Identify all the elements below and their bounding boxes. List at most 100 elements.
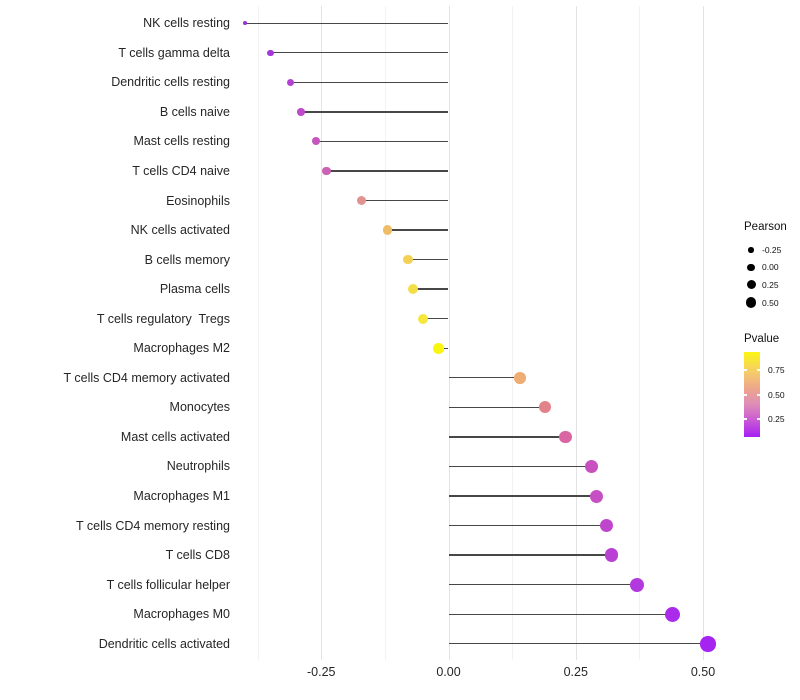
- data-point: [382, 225, 393, 235]
- data-point: [664, 606, 680, 622]
- legend-size-label: 0.25: [762, 279, 779, 290]
- legend-pvalue: Pvalue 0.75 0.50 0.25: [744, 333, 785, 437]
- lollipop-stem: [448, 613, 673, 615]
- lollipop-stem: [290, 81, 449, 83]
- y-tick-label: NK cells activated: [130, 223, 230, 238]
- y-tick-label: Macrophages M0: [133, 607, 230, 622]
- data-point: [418, 313, 429, 324]
- y-tick-label: Dendritic cells activated: [98, 636, 230, 651]
- lollipop-stem: [448, 524, 607, 527]
- x-tick-label: 0.25: [563, 665, 588, 679]
- y-tick-label: NK cells resting: [143, 16, 230, 31]
- x-tick-label: 0.00: [436, 665, 461, 679]
- y-tick-label: Macrophages M2: [133, 341, 230, 356]
- legend-pearson-item: 0.25: [744, 276, 787, 294]
- y-tick-label: Macrophages M1: [133, 489, 230, 503]
- lollipop-stem: [244, 22, 449, 24]
- data-point: [297, 108, 305, 116]
- legend-pvalue-title: Pvalue: [744, 333, 780, 345]
- legend-pvalue-label: 0.75: [768, 365, 785, 375]
- gridline-minor: [639, 6, 641, 660]
- y-tick-label: Plasma cells: [159, 282, 230, 297]
- legend-pvalue-label: 0.50: [768, 390, 785, 400]
- legend-pearson-title: Pearson: [744, 221, 787, 233]
- legend-pearson-item: 0.00: [744, 259, 787, 277]
- data-point: [559, 430, 572, 444]
- data-point: [312, 137, 321, 146]
- y-tick-label: B cells naive: [159, 104, 230, 119]
- lollipop-stem: [361, 199, 449, 202]
- y-tick-label: T cells follicular helper: [106, 577, 230, 592]
- y-tick-label: T cells CD4 memory resting: [76, 518, 230, 533]
- data-point: [584, 459, 598, 473]
- legend-size-label: 0.00: [762, 262, 779, 273]
- legend-pearson-items: -0.25 0.00 0.25 0.50: [744, 241, 787, 311]
- y-tick-label: T cells CD4 naive: [132, 163, 230, 178]
- lollipop-stem: [270, 52, 449, 54]
- gridline-minor: [512, 6, 514, 660]
- x-tick-label: 0.50: [690, 665, 716, 679]
- legend-pearson-item: 0.50: [744, 294, 787, 312]
- gridline-major: [575, 6, 577, 660]
- lollipop-stem: [423, 318, 449, 320]
- x-tick-label: -0.25: [307, 665, 336, 679]
- gradient-tick: [757, 394, 760, 396]
- y-tick-label: Eosinophils: [166, 193, 230, 208]
- lollipop-stem: [316, 140, 449, 143]
- gridline-major: [448, 6, 450, 660]
- data-point: [407, 284, 418, 295]
- data-point: [286, 78, 295, 87]
- y-tick-label: Dendritic cells resting: [111, 75, 230, 90]
- legend-size-dot: [746, 280, 756, 290]
- legend-pearson-item: -0.25: [744, 241, 787, 259]
- y-tick-label: T cells CD4 memory activated: [63, 370, 231, 385]
- y-tick-label: Monocytes: [169, 400, 230, 415]
- lollipop-stem: [448, 583, 637, 586]
- y-tick-label: T cells regulatory Tregs: [96, 311, 230, 326]
- legend-size-label: 0.50: [762, 297, 779, 308]
- y-tick-label: B cells memory: [144, 252, 230, 267]
- legend-pvalue-label: 0.25: [768, 414, 785, 424]
- lollipop-stem: [448, 465, 592, 468]
- data-point: [357, 196, 367, 205]
- data-point: [322, 166, 331, 176]
- lollipop-stem: [407, 258, 449, 261]
- lollipop-stem: [326, 170, 449, 172]
- gridline-major: [321, 6, 323, 660]
- gradient-tick: [757, 369, 760, 371]
- legend-size-label: -0.25: [762, 244, 782, 255]
- lollipop-stem: [412, 288, 449, 290]
- lollipop-stem: [448, 377, 520, 379]
- lollipop-stem: [387, 229, 449, 231]
- data-point: [433, 343, 444, 354]
- data-point: [267, 49, 274, 56]
- data-point: [599, 518, 614, 533]
- lollipop-stem: [448, 643, 709, 645]
- gradient-tick: [757, 418, 760, 420]
- data-point: [539, 401, 552, 414]
- legend-pearson: Pearson -0.25 0.00 0.25 0.50: [744, 221, 787, 311]
- gradient-tick: [744, 394, 747, 396]
- y-tick-label: Mast cells resting: [133, 134, 230, 149]
- gridline-major: [703, 6, 704, 660]
- legend-size-dot: [748, 247, 754, 253]
- pvalue-gradient-bar: [744, 352, 760, 437]
- lollipop-stem: [300, 111, 449, 113]
- data-point: [604, 548, 619, 562]
- data-point: [403, 254, 413, 265]
- y-tick-label: T cells gamma delta: [118, 45, 230, 60]
- data-point: [514, 372, 526, 384]
- lollipop-stem: [448, 406, 546, 409]
- y-tick-label: Mast cells activated: [120, 429, 230, 444]
- data-point: [242, 21, 247, 26]
- legend-size-dot: [747, 263, 755, 272]
- lollipop-stem: [448, 436, 566, 438]
- y-tick-label: T cells CD8: [165, 548, 230, 563]
- lollipop-stem: [448, 495, 597, 497]
- data-point: [589, 489, 603, 503]
- lollipop-stem: [448, 554, 612, 556]
- legend-size-dot: [745, 297, 757, 308]
- gridline-minor: [384, 6, 386, 660]
- gradient-tick: [744, 369, 747, 371]
- gridline-minor: [257, 6, 259, 660]
